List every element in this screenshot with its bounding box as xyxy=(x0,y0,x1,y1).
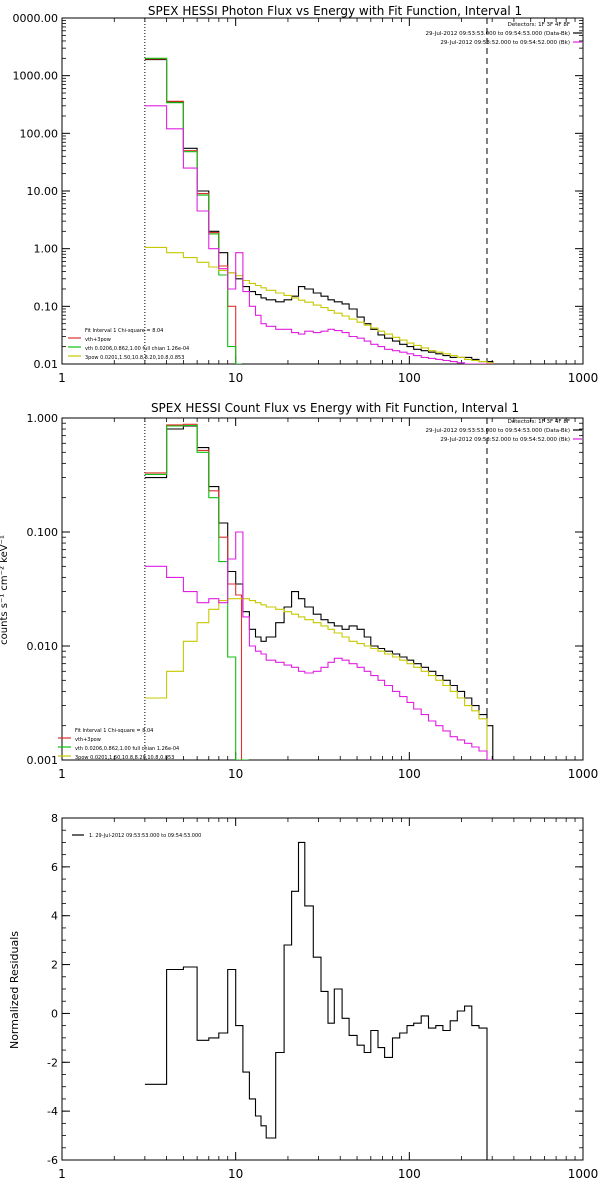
residuals-y-tick-label: -6 xyxy=(47,1154,58,1167)
count-flux-series-data-bk xyxy=(144,425,494,760)
count-flux-x-tick-label: 1000 xyxy=(568,767,599,781)
count-flux-fit-3pow: 3pow 0.0201,1.50,10.8,8.20,10.8,0.853 xyxy=(75,755,174,761)
count-flux-y-tick-label: 0.010 xyxy=(27,640,59,653)
residuals-y-tick-label: 6 xyxy=(51,861,58,874)
photon-flux-y-tick-label: 1.00 xyxy=(34,243,59,256)
photon-flux-header-data-interval: 29-Jul-2012 09:53:53.000 to 09:54:53.000… xyxy=(426,31,571,37)
residuals-panel: Normalized Residuals 1. 29-Jul-2012 09:5… xyxy=(8,812,598,1181)
residuals-x-tick-label: 1000 xyxy=(568,1167,599,1181)
count-flux-plot-frame xyxy=(61,417,584,761)
photon-flux-y-tick-label: 1000.00 xyxy=(13,70,59,83)
count-flux-series-3pow xyxy=(144,598,493,760)
photon-flux-panel: SPEX HESSI Photon Flux vs Energy with Fi… xyxy=(13,4,599,385)
count-flux-y-tick-label: 0.100 xyxy=(27,526,59,539)
photon-flux-x-tick-label: 10 xyxy=(228,371,243,385)
count-flux-panel: SPEX HESSI Count Flux vs Energy with Fit… xyxy=(0,401,598,781)
photon-flux-header-bk-interval: 29-Jul-2012 09:53:52.000 to 09:54:52.000… xyxy=(440,40,570,46)
photon-flux-y-tick-label: 0000.00 xyxy=(13,12,59,25)
photon-flux-fit-model: vth+3pow xyxy=(85,337,111,343)
count-flux-x-tick-label: 100 xyxy=(398,767,421,781)
count-flux-y-tick-label: 0.001 xyxy=(27,754,59,767)
count-flux-y-tick-label: 1.000 xyxy=(27,412,59,425)
residuals-y-tick-label: 4 xyxy=(51,910,58,923)
photon-flux-y-tick-label: 0.01 xyxy=(34,358,59,371)
count-flux-series-vth xyxy=(144,424,249,760)
count-flux-series-bk xyxy=(144,531,493,760)
photon-flux-series-bk xyxy=(144,105,493,364)
count-flux-header-detectors: Detectors: 1F 3F 4F 8F xyxy=(508,419,570,425)
residuals-y-tick-label: 8 xyxy=(51,812,58,825)
residuals-legend-text: 1. 29-Jul-2012 09:53:53.000 to 09:54:53.… xyxy=(89,833,201,839)
photon-flux-fit-vth: vth 0.0206,0.862,1.00 full chian 1.26e-0… xyxy=(85,346,189,352)
photon-flux-fit-3pow: 3pow 0.0201,1.50,10.8,8.20,10.8,0.853 xyxy=(85,355,184,361)
photon-flux-title: SPEX HESSI Photon Flux vs Energy with Fi… xyxy=(148,4,522,18)
residuals-ylabel: Normalized Residuals xyxy=(8,931,21,1049)
count-flux-title: SPEX HESSI Count Flux vs Energy with Fit… xyxy=(151,401,519,415)
count-flux-fit-summary: Fit Interval 1 Chi-square = 8.04 xyxy=(75,728,153,734)
residuals-y-tick-label: -4 xyxy=(47,1105,58,1118)
photon-flux-fit-summary: Fit Interval 1 Chi-square = 8.04 xyxy=(85,328,163,334)
count-flux-x-tick-label: 10 xyxy=(228,767,243,781)
count-flux-x-tick-label: 1 xyxy=(58,767,66,781)
photon-flux-x-tick-label: 100 xyxy=(398,371,421,385)
count-flux-ylabel: counts s⁻¹ cm⁻² keV⁻¹ xyxy=(0,535,10,645)
photon-flux-header-detectors: Detectors: 1F 3F 4F 8F xyxy=(508,22,570,28)
residuals-x-tick-label: 1 xyxy=(58,1167,66,1181)
residuals-x-tick-label: 10 xyxy=(228,1167,243,1181)
count-flux-header-data-interval: 29-Jul-2012 09:53:53.000 to 09:54:53.000… xyxy=(426,428,571,434)
count-flux-header-bk-interval: 29-Jul-2012 09:53:52.000 to 09:54:52.000… xyxy=(440,437,570,443)
photon-flux-x-tick-label: 1 xyxy=(58,371,66,385)
photon-flux-series-3pow xyxy=(144,246,494,364)
residuals-y-tick-label: 2 xyxy=(51,959,58,972)
residuals-series-1-29-jul-2012-09-53-53-000-to-09-54-53-000 xyxy=(144,841,493,1160)
photon-flux-y-tick-label: 10.00 xyxy=(27,185,59,198)
residuals-x-tick-label: 100 xyxy=(398,1167,421,1181)
count-flux-fit-vth: vth 0.0206,0.862,1.00 full chian 1.26e-0… xyxy=(75,746,179,752)
residuals-y-tick-label: -2 xyxy=(47,1056,58,1069)
photon-flux-y-tick-label: 0.10 xyxy=(34,300,59,313)
residuals-y-tick-label: 0 xyxy=(51,1007,58,1020)
count-flux-fit-model: vth+3pow xyxy=(75,737,101,743)
photon-flux-y-tick-label: 100.00 xyxy=(20,127,59,140)
photon-flux-x-tick-label: 1000 xyxy=(568,371,599,385)
